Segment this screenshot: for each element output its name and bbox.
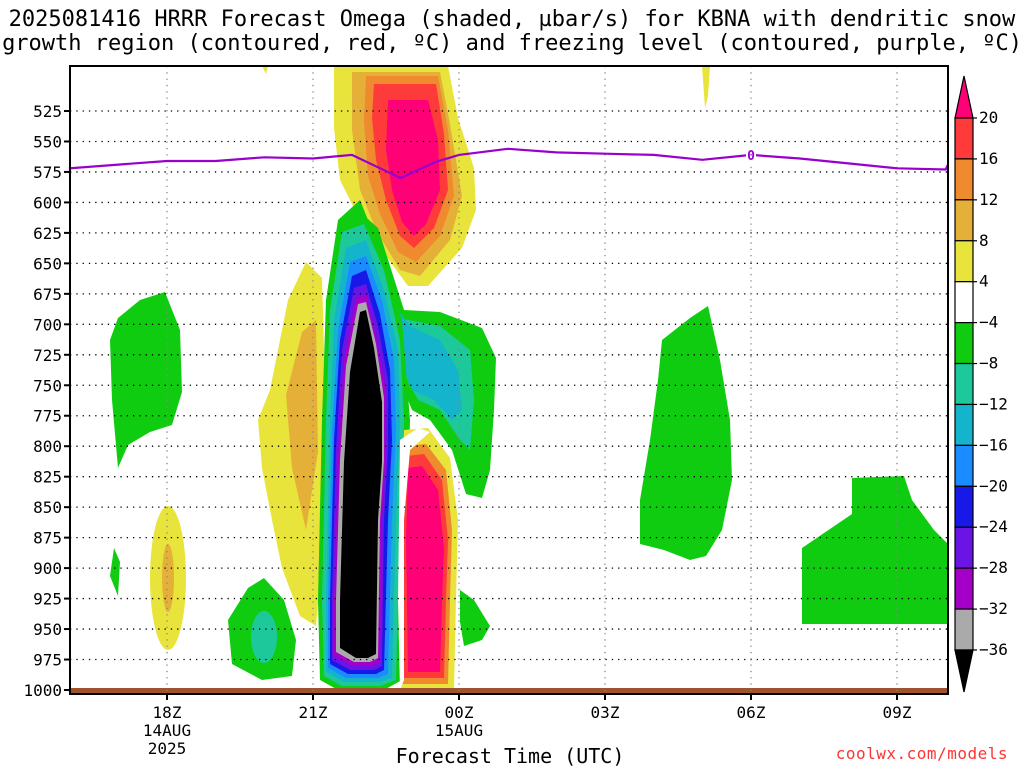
y-tick-label: 525 (33, 102, 62, 121)
y-tick-label: 625 (33, 224, 62, 243)
x-tick-label: 00Z (445, 703, 474, 722)
omega-colorbar: 20 16 12 8 4 −4 −8 −12 −16 −20 −24 −28 −32 −36 (954, 75, 1008, 693)
omega-region-cyan-00z (390, 300, 462, 420)
freezing-level-contour: 0 (68, 146, 949, 180)
colorbar-swatch (954, 444, 974, 487)
colorbar-swatch (954, 567, 974, 610)
omega-gap-white (398, 428, 430, 690)
omega-region-magenta-low-23z (406, 466, 444, 672)
colorbar-swatch (954, 281, 974, 324)
y-tick-label: 950 (33, 620, 62, 639)
y-tick-label: 675 (33, 285, 62, 304)
freezing-level-label: 0 (747, 149, 755, 164)
y-tick-label: 800 (33, 437, 62, 456)
omega-region-green-09z-a (802, 476, 948, 624)
y-tick-label: 575 (33, 163, 62, 182)
y-tick-label: 600 (33, 193, 62, 212)
colorbar-swatch (954, 158, 974, 201)
y-tick-label: 550 (33, 132, 62, 151)
y-tick-label: 1000 (23, 681, 62, 700)
colorbar-label: −16 (979, 435, 1008, 454)
colorbar-label: 12 (979, 190, 998, 209)
colorbar-label: −20 (979, 476, 1008, 495)
y-tick-label: 725 (33, 346, 62, 365)
chart-title-line-1: 2025081416 HRRR Forecast Omega (shaded, … (8, 7, 1016, 32)
ground-fill (70, 688, 948, 694)
omega-region-black-core (340, 310, 382, 658)
colorbar-swatch (954, 362, 974, 406)
colorbar-swatch (954, 117, 974, 160)
y-tick-label: 925 (33, 590, 62, 609)
y-tick-label: 825 (33, 468, 62, 487)
colorbar-label: −8 (979, 354, 998, 373)
colorbar-top-triangle (954, 75, 974, 119)
colorbar-label: −36 (979, 640, 1008, 659)
grid-lines (70, 66, 948, 694)
colorbar-label: 8 (979, 231, 989, 250)
omega-region-green-00z-low (460, 590, 490, 646)
y-axis-ticks: 525 550 575 600 625 650 675 700 725 750 775 800 825 8… (23, 102, 70, 700)
colorbar-label: −4 (979, 313, 998, 332)
colorbar-swatch (954, 608, 974, 651)
y-tick-label: 775 (33, 407, 62, 426)
y-tick-label: 750 (33, 376, 62, 395)
freezing-label-bg (746, 146, 756, 162)
omega-region-green-17z-small (110, 548, 120, 596)
colorbar-swatch (954, 240, 974, 283)
x-tick-date: 14AUG (143, 721, 191, 740)
omega-region-yellow-top-a (262, 66, 268, 74)
plot-frame (69, 65, 949, 695)
colorbar-swatch (954, 526, 974, 569)
chart-title-line-2: growth region (contoured, red, ºC) and f… (2, 31, 1022, 56)
x-tick-date: 15AUG (435, 721, 483, 740)
colorbar-label: −28 (979, 558, 1008, 577)
freezing-level-line (68, 147, 949, 180)
omega-region-green-05z (640, 306, 732, 560)
x-tick-label: 03Z (591, 703, 620, 722)
omega-region-gold-20z (286, 320, 318, 530)
colorbar-label: −12 (979, 394, 1008, 413)
y-tick-label: 850 (33, 498, 62, 517)
colorbar-swatch (954, 199, 974, 242)
y-tick-label: 700 (33, 315, 62, 334)
colorbar-label: −32 (979, 599, 1008, 618)
colorbar-label: 20 (979, 108, 998, 127)
colorbar-swatch (954, 322, 974, 365)
x-tick-label: 18Z (153, 703, 182, 722)
colorbar-bottom-triangle (954, 649, 974, 693)
x-tick-year: 2025 (148, 739, 187, 758)
y-tick-label: 875 (33, 529, 62, 548)
omega-region-yellow-top-b (702, 66, 710, 108)
y-tick-label: 975 (33, 651, 62, 670)
omega-region-teal-20z (251, 611, 277, 663)
x-tick-label: 06Z (737, 703, 766, 722)
ground-level-bar (70, 688, 948, 694)
omega-region-magenta-upper (386, 100, 440, 236)
omega-region-gold-18z (162, 544, 174, 612)
colorbar-label: −24 (979, 517, 1008, 536)
x-tick-label: 09Z (883, 703, 912, 722)
source-credit: coolwx.com/models (835, 744, 1008, 763)
omega-region-green-18z (110, 292, 182, 468)
colorbar-swatch (954, 485, 974, 528)
colorbar-swatch (954, 403, 974, 446)
colorbar-label: 16 (979, 149, 998, 168)
y-tick-label: 900 (33, 559, 62, 578)
x-axis-label: Forecast Time (UTC) (395, 744, 625, 768)
y-tick-label: 650 (33, 254, 62, 273)
colorbar-label: 4 (979, 272, 989, 291)
x-tick-label: 21Z (299, 703, 328, 722)
